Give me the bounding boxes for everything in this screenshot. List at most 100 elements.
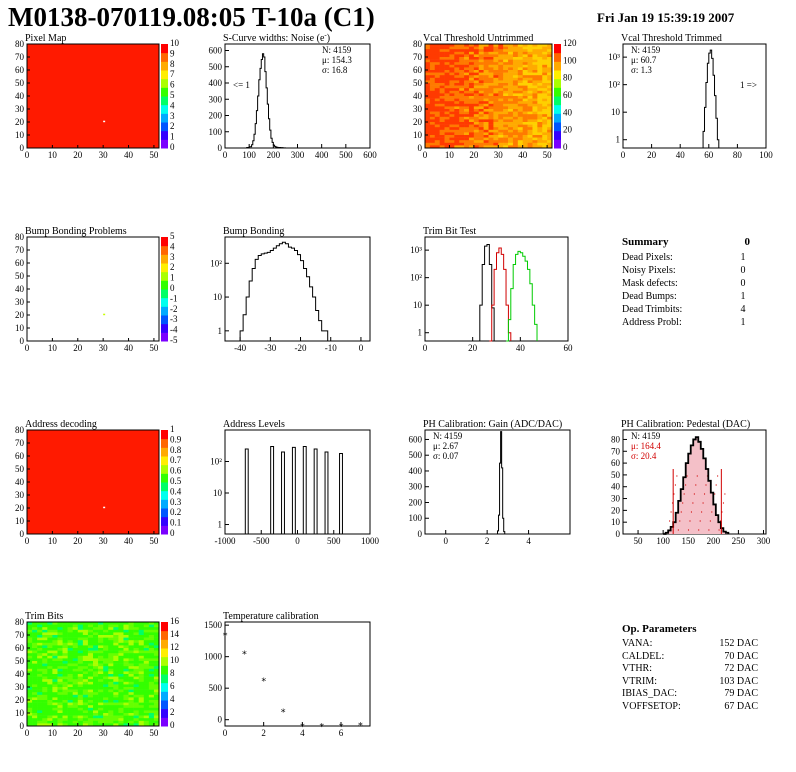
heatmap-cell xyxy=(468,72,475,76)
palette-tick-label: 0.1 xyxy=(170,518,181,528)
palette-tick-label: 0.8 xyxy=(170,445,182,455)
heatmap-cell xyxy=(118,645,124,649)
heatmap-cell xyxy=(72,666,79,670)
heatmap-cell xyxy=(425,54,431,58)
heatmap-cell xyxy=(493,124,499,128)
heatmap-cell xyxy=(488,90,494,94)
heatmap-cell xyxy=(103,713,109,716)
heatmap-cell xyxy=(52,715,58,719)
heatmap-cell xyxy=(468,96,475,99)
heatmap-cell xyxy=(493,98,499,102)
heatmap-cell xyxy=(464,124,470,128)
heatmap-cell xyxy=(103,723,109,727)
heatmap-cell xyxy=(439,90,445,94)
heatmap-cell xyxy=(454,85,460,89)
heatmap-cell xyxy=(72,653,79,657)
heatmap-cell xyxy=(449,72,455,76)
heatmap-cell xyxy=(143,715,150,719)
heatmap-cell xyxy=(478,70,484,73)
heatmap-cell xyxy=(128,705,134,709)
heatmap-cell xyxy=(113,632,119,636)
heatmap-cell xyxy=(108,707,114,711)
heatmap-cell xyxy=(488,140,494,144)
plot-title: Vcal Threshold Untrimmed xyxy=(423,33,533,44)
heatmap-cell xyxy=(57,655,63,659)
heatmap-cell xyxy=(103,684,109,688)
heatmap-cell xyxy=(488,96,494,99)
heatmap-cell xyxy=(77,681,84,685)
heatmap-cell xyxy=(98,648,104,651)
heatmap-cell xyxy=(52,694,58,698)
x-tick-label: 0 xyxy=(359,343,364,353)
heatmap-cell xyxy=(37,684,43,688)
heatmap-cell xyxy=(128,681,134,685)
heatmap-cell xyxy=(537,62,543,66)
heatmap-cell xyxy=(439,51,445,55)
heatmap-cell xyxy=(47,702,53,706)
heatmap-cell xyxy=(47,629,53,633)
heatmap-cell xyxy=(488,127,494,131)
heatmap-cell xyxy=(143,689,150,693)
x-tick-label: -20 xyxy=(295,343,307,353)
fill-dot xyxy=(695,484,697,486)
heatmap-cell xyxy=(57,663,63,667)
heatmap-cell xyxy=(82,684,89,688)
heatmap-cell xyxy=(468,85,475,89)
heatmap-cell xyxy=(547,137,553,141)
heatmap-cell xyxy=(517,140,523,144)
heatmap-cell xyxy=(113,671,119,675)
heatmap-cell xyxy=(113,705,119,709)
heatmap-cell xyxy=(439,96,445,99)
heatmap-cell xyxy=(429,93,436,97)
heatmap-cell xyxy=(128,640,134,644)
x-tick-label: -500 xyxy=(253,536,270,546)
heatmap-cell xyxy=(459,101,465,105)
heatmap-cell xyxy=(542,46,548,50)
heatmap-cell xyxy=(478,77,484,81)
heatmap-cell xyxy=(87,723,94,727)
heatmap-cell xyxy=(123,650,129,654)
heatmap-cell xyxy=(72,648,79,651)
heatmap-cell xyxy=(87,653,94,657)
heatmap-cell xyxy=(483,54,489,58)
heatmap-cell xyxy=(62,681,68,685)
heatmap-cell xyxy=(103,668,109,672)
heatmap-cell xyxy=(133,684,139,688)
heatmap-cell xyxy=(77,702,84,706)
heatmap-cell xyxy=(103,671,109,675)
heatmap-cell xyxy=(473,114,480,118)
heatmap-cell xyxy=(439,67,445,71)
heatmap-cell xyxy=(103,689,109,693)
heatmap-cell xyxy=(93,668,99,672)
heatmap-cell xyxy=(434,51,440,55)
heatmap-cell xyxy=(434,119,440,123)
heatmap-cell xyxy=(67,676,73,680)
heatmap-cell xyxy=(429,119,436,123)
data-point: ∗ xyxy=(280,705,286,715)
heatmap-cell xyxy=(542,59,548,63)
heatmap-cell xyxy=(439,46,445,50)
heatmap-cell xyxy=(527,111,533,115)
data-point: ∗ xyxy=(319,720,325,730)
heatmap-cell xyxy=(512,116,519,120)
heatmap-cell xyxy=(449,93,455,97)
heatmap-cell xyxy=(57,653,63,657)
heatmap-cell xyxy=(133,697,139,701)
heatmap-cell xyxy=(483,67,489,71)
heatmap-cell xyxy=(483,85,489,89)
heatmap-cell xyxy=(27,635,33,638)
heatmap-cell xyxy=(473,111,480,115)
heatmap-cell xyxy=(128,674,134,677)
y-tick-label: 20 xyxy=(15,310,25,320)
heatmap-cell xyxy=(72,627,79,631)
heatmap-cell xyxy=(473,101,480,105)
y-tick-label: 20 xyxy=(15,695,25,705)
palette-tick-label: 7 xyxy=(170,69,175,79)
heatmap-cell xyxy=(128,622,134,625)
heatmap-cell xyxy=(93,684,99,688)
stats-line: σ: 0.07 xyxy=(433,451,459,461)
heatmap-cell xyxy=(468,59,475,63)
heatmap-cell xyxy=(488,64,494,68)
heatmap-cell xyxy=(67,697,73,701)
heatmap-cell xyxy=(87,648,94,651)
